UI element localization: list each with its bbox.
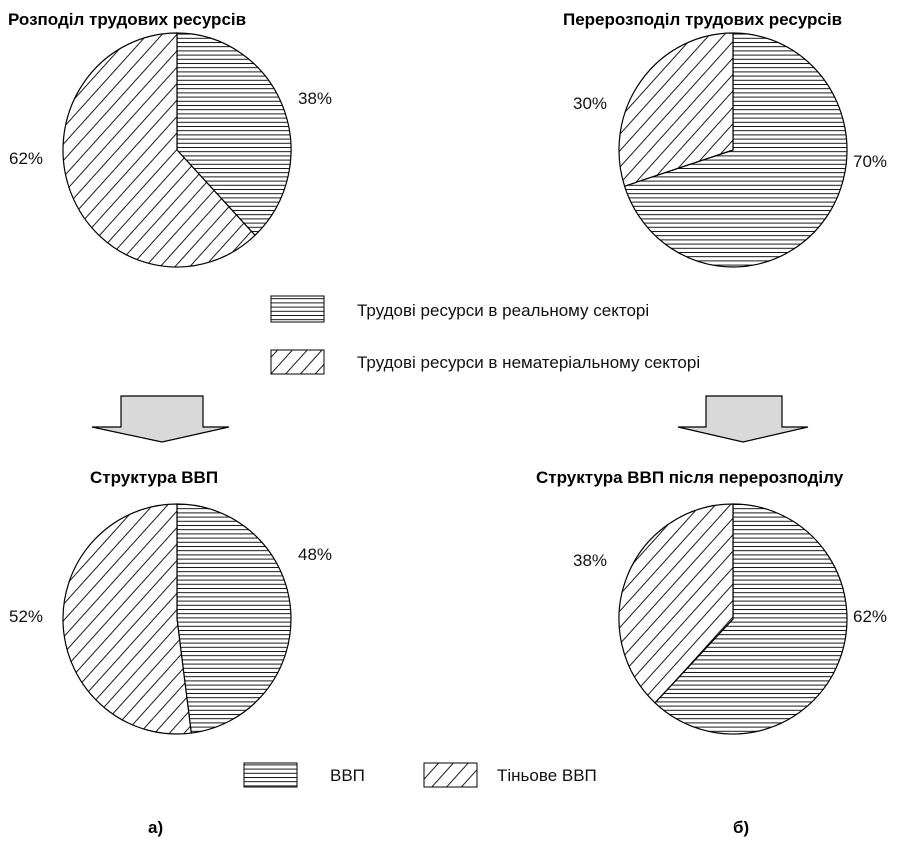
legend-swatch-horizontal	[270, 295, 325, 323]
slice-label-gdp: 48%	[298, 545, 332, 564]
pie-gdp-after-redistribution	[618, 503, 848, 735]
pie-slice-slice-intangible-or-shadow	[618, 503, 734, 704]
slice-label-shadow-gdp: 38%	[573, 551, 607, 570]
legend-label-real-sector: Трудові ресурси в реальному секторі	[357, 301, 649, 320]
chart-title: Структура ВВП після перерозподілу	[536, 468, 844, 487]
legend-swatch-diagonal	[423, 762, 478, 788]
legend-swatch-horizontal	[243, 762, 298, 788]
legend-gdp: ВВП Тіньове ВВП	[243, 762, 597, 788]
chart-labor-distribution: Розподіл трудових ресурсів 38% 62%	[8, 10, 332, 268]
legend-label-gdp: ВВП	[330, 766, 365, 785]
arrow-down-right	[677, 395, 809, 443]
pie-slice-slice-real-or-gdp	[654, 503, 848, 735]
slice-label-intangible-sector: 30%	[573, 94, 607, 113]
legend-labor: Трудові ресурси в реальному секторі Труд…	[270, 295, 700, 375]
arrow-down-left	[91, 395, 230, 443]
legend-label-intangible-sector: Трудові ресурси в нематеріальному сектор…	[357, 353, 700, 372]
pie-slice-slice-real-or-gdp	[623, 32, 848, 268]
slice-label-real-sector: 38%	[298, 89, 332, 108]
chart-gdp-structure: Структура ВВП 48% 52%	[9, 468, 332, 735]
slice-label-intangible-sector: 62%	[9, 149, 43, 168]
pie-slice-slice-real-or-gdp	[176, 503, 292, 734]
pie-gdp-structure	[62, 503, 292, 735]
panel-label-b: б)	[733, 818, 749, 837]
chart-gdp-after-redistribution: Структура ВВП після перерозподілу 62% 38…	[536, 468, 887, 735]
pie-slice-slice-intangible-or-shadow	[62, 503, 192, 735]
panel-label-a: а)	[148, 818, 163, 837]
pie-labor-distribution	[62, 32, 292, 268]
pie-slice-slice-intangible-or-shadow	[618, 32, 734, 187]
pie-labor-redistribution	[618, 32, 848, 268]
legend-label-shadow-gdp: Тіньове ВВП	[497, 766, 597, 785]
slice-label-real-sector: 70%	[853, 152, 887, 171]
legend-swatch-diagonal	[270, 349, 325, 375]
chart-labor-redistribution: Перерозподіл трудових ресурсів 70% 30%	[563, 10, 887, 268]
slice-label-shadow-gdp: 52%	[9, 607, 43, 626]
chart-title: Перерозподіл трудових ресурсів	[563, 10, 842, 29]
pie-slice-slice-intangible-or-shadow	[62, 32, 256, 268]
pie-slice-slice-real-or-gdp	[176, 32, 292, 236]
chart-title: Структура ВВП	[90, 468, 218, 487]
chart-title: Розподіл трудових ресурсів	[8, 10, 246, 29]
slice-label-gdp: 62%	[853, 607, 887, 626]
